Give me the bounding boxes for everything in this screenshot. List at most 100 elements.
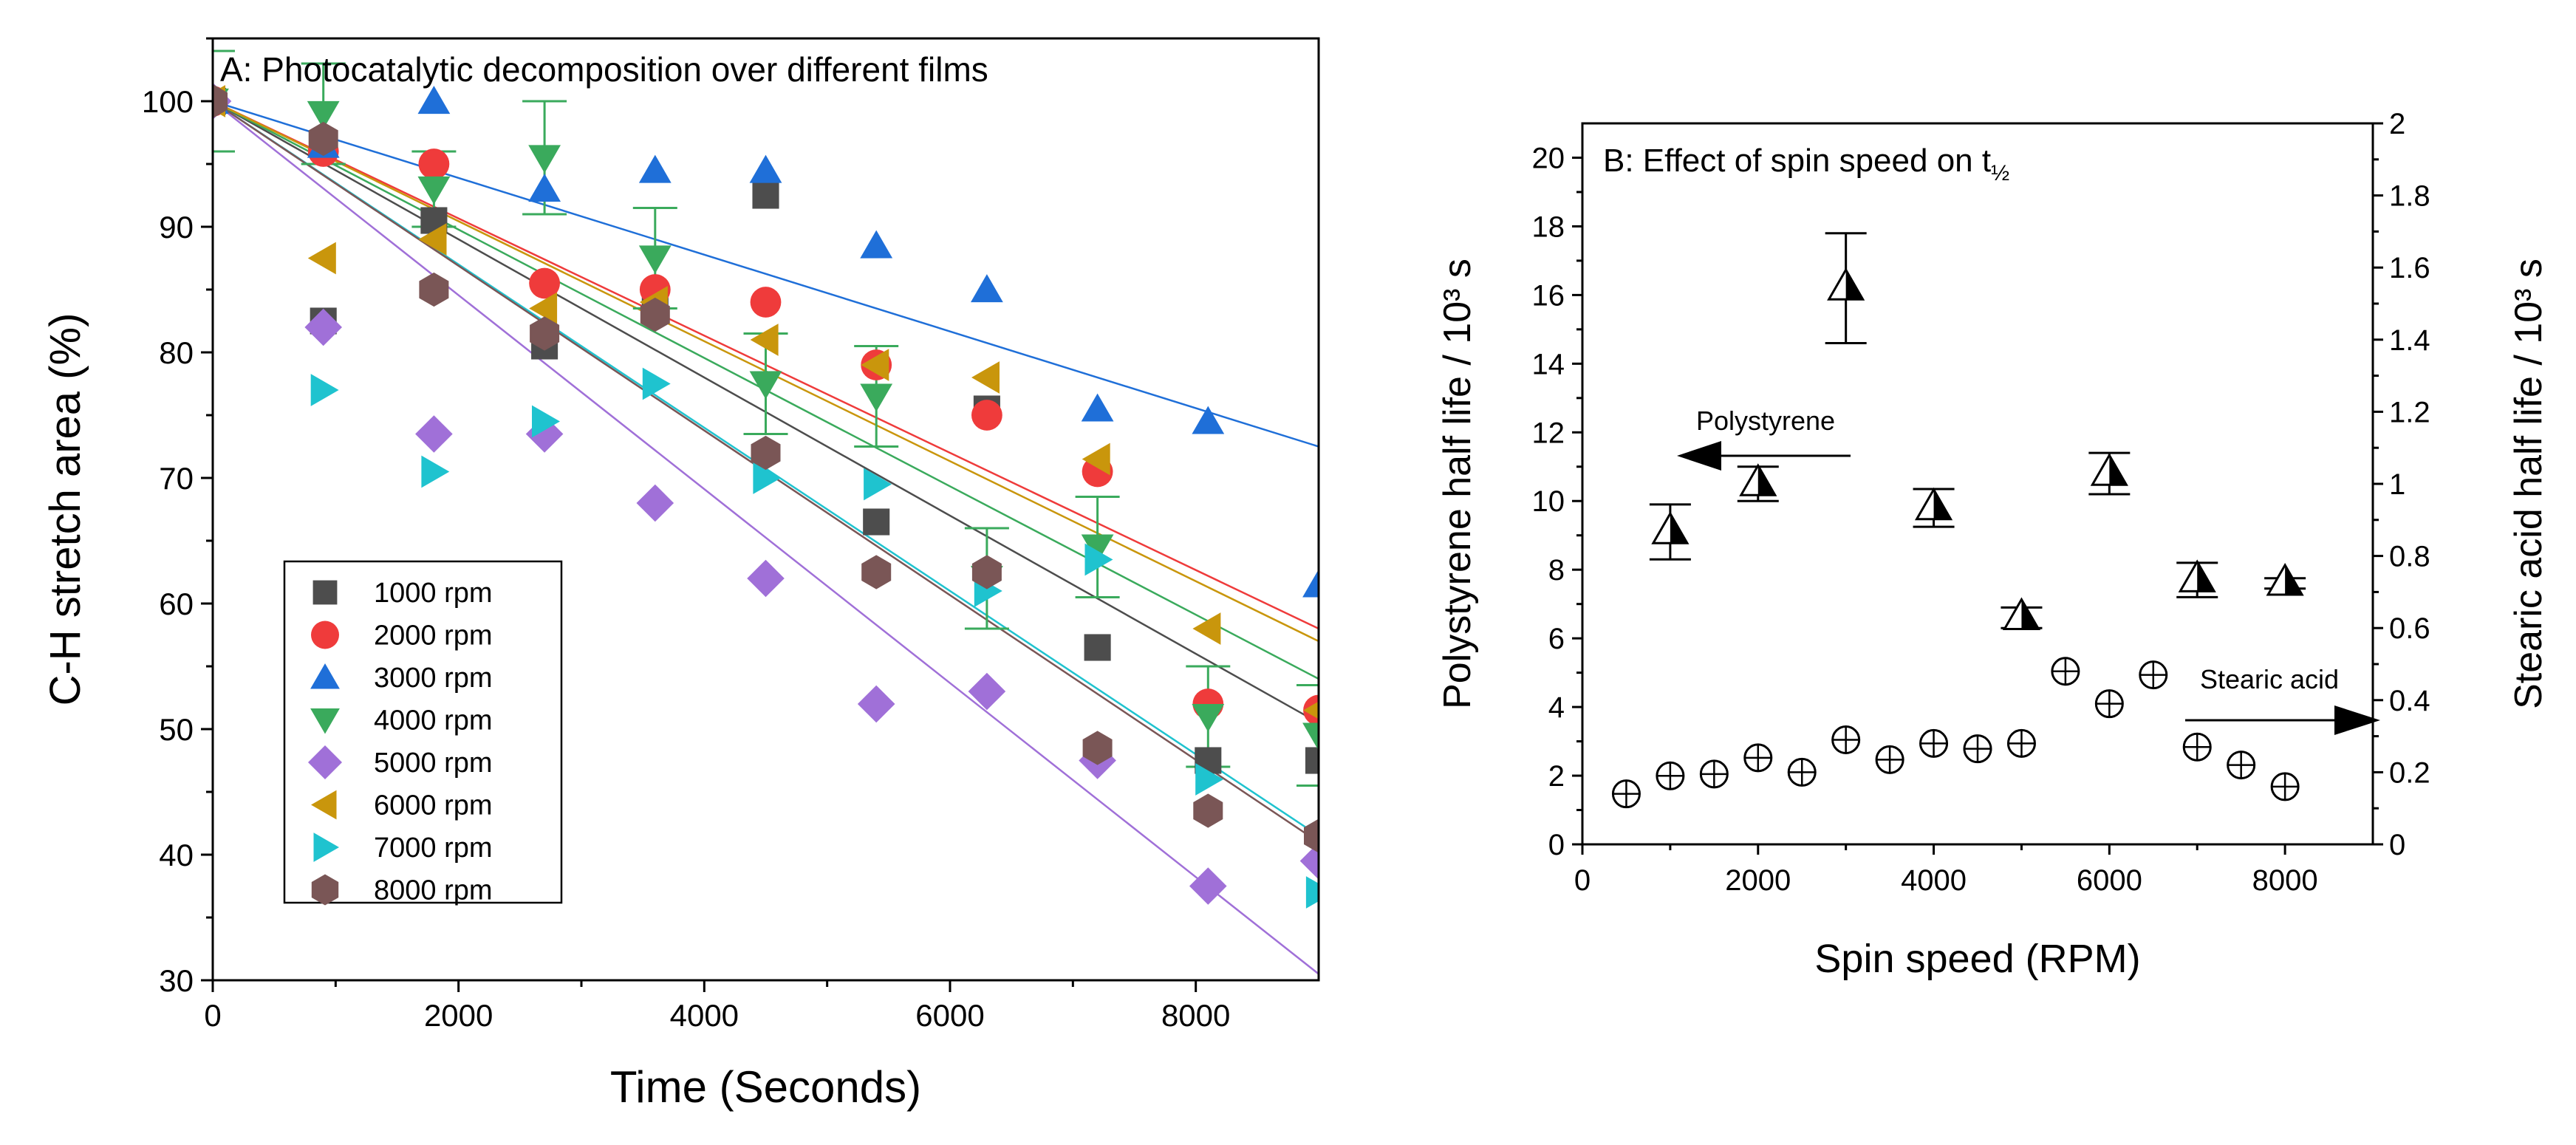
arrow-stearic-acid-head xyxy=(2334,705,2380,735)
data-point-6000-rpm xyxy=(418,223,447,256)
data-point-2000-rpm xyxy=(529,267,560,299)
legend-marker xyxy=(310,663,340,689)
plot-a-area xyxy=(213,49,1319,975)
y-left-tick-label: 16 xyxy=(1532,279,1565,312)
fit-line-3000-rpm xyxy=(213,100,1319,448)
x-tick-label: 0 xyxy=(1574,864,1591,897)
x-axis-title: Time (Seconds) xyxy=(610,1062,921,1112)
legend-marker xyxy=(311,874,339,906)
data-point-3000-rpm xyxy=(638,154,672,183)
x-tick-label: 8000 xyxy=(1161,998,1230,1033)
x-tick-label: 6000 xyxy=(915,998,984,1033)
data-point-7000-rpm xyxy=(1305,876,1319,909)
data-point-1000-rpm xyxy=(752,182,779,209)
data-point-8000-rpm xyxy=(530,316,560,351)
data-point-6000-rpm xyxy=(750,324,779,356)
y-right-axis-title: Stearic acid half life / 10³ s xyxy=(2507,259,2550,709)
y-left-tick-label: 8 xyxy=(1548,554,1565,587)
data-point-8000-rpm xyxy=(1193,793,1223,828)
data-point-1000-rpm xyxy=(1305,747,1319,774)
data-point-4000-rpm xyxy=(307,100,340,129)
x-axis-title: Spin speed (RPM) xyxy=(1814,937,2140,981)
data-point-8000-rpm xyxy=(971,555,1002,589)
data-point-1000-rpm xyxy=(1084,634,1111,661)
data-point-5000-rpm xyxy=(1189,867,1227,905)
legend-label: 5000 rpm xyxy=(374,748,493,779)
data-point-polystyrene-fill xyxy=(2285,564,2303,595)
data-point-7000-rpm xyxy=(864,468,892,501)
chart-b-title: B: Effect of spin speed on t½ xyxy=(1603,143,2009,185)
y-left-tick-label: 18 xyxy=(1532,211,1565,243)
chart-b-title-subscript: ½ xyxy=(1991,161,2009,185)
data-point-4000-rpm xyxy=(749,371,782,400)
y-tick-label: 80 xyxy=(159,335,194,370)
data-point-7000-rpm xyxy=(753,462,782,494)
data-point-5000-rpm xyxy=(415,415,453,453)
data-point-polystyrene-fill xyxy=(2021,599,2039,629)
data-point-polystyrene-fill xyxy=(1845,270,1863,300)
y-left-tick-label: 4 xyxy=(1548,691,1565,724)
y-tick-label: 30 xyxy=(159,963,194,998)
y-right-tick-label: 1.4 xyxy=(2389,324,2430,357)
legend-label: 8000 rpm xyxy=(374,875,493,906)
data-point-6000-rpm xyxy=(529,292,558,325)
data-point-2000-rpm xyxy=(418,148,450,180)
x-tick-label: 0 xyxy=(204,998,221,1033)
data-point-6000-rpm xyxy=(861,349,889,381)
data-point-5000-rpm xyxy=(304,308,342,346)
y-left-tick-label: 2 xyxy=(1548,760,1565,793)
y-tick-label: 50 xyxy=(159,712,194,747)
y-left-tick-label: 0 xyxy=(1548,829,1565,861)
data-point-8000-rpm xyxy=(419,272,449,307)
data-point-7000-rpm xyxy=(421,455,450,488)
annotation-stearic-acid: Stearic acid xyxy=(2200,664,2339,694)
data-point-3000-rpm xyxy=(417,86,451,115)
legend-label: 6000 rpm xyxy=(374,790,493,821)
data-point-4000-rpm xyxy=(417,176,451,205)
data-point-3000-rpm xyxy=(860,230,893,259)
y-left-tick-label: 14 xyxy=(1532,348,1565,380)
data-point-8000-rpm xyxy=(308,121,338,157)
legend-marker xyxy=(312,580,338,605)
data-point-6000-rpm xyxy=(971,361,1000,394)
legend-marker xyxy=(313,833,339,862)
panel-b-chart: 0 2000 4000 6000 80000246810121416182000.20.… xyxy=(1436,108,2550,981)
data-point-4000-rpm xyxy=(1192,704,1225,732)
chart-b-title-main: B: Effect of spin speed on t xyxy=(1603,143,1991,179)
y-tick-label: 90 xyxy=(159,210,194,245)
y-right-tick-label: 0.6 xyxy=(2389,612,2430,645)
y-left-axis-title: Polystyrene half life / 10³ s xyxy=(1436,259,1479,709)
data-point-8000-rpm xyxy=(1304,818,1319,853)
y-tick-label: 70 xyxy=(159,461,194,496)
y-right-tick-label: 2 xyxy=(2389,108,2405,140)
y-right-tick-label: 1.8 xyxy=(2389,180,2430,213)
legend-label: 3000 rpm xyxy=(374,663,493,694)
data-point-polystyrene-fill xyxy=(1757,465,1775,496)
data-point-7000-rpm xyxy=(642,367,671,400)
data-point-2000-rpm xyxy=(750,287,782,318)
data-point-3000-rpm xyxy=(1192,406,1225,434)
chart-a-title: A: Photocatalytic decomposition over dif… xyxy=(220,50,988,89)
legend-label: 1000 rpm xyxy=(374,578,493,609)
x-tick-label: 6000 xyxy=(2077,864,2142,897)
y-right-tick-label: 1.2 xyxy=(2389,396,2430,428)
data-point-7000-rpm xyxy=(1084,543,1113,576)
arrow-polystyrene-head xyxy=(1677,441,1721,471)
data-point-8000-rpm xyxy=(751,435,781,471)
data-point-4000-rpm xyxy=(638,245,672,274)
y-left-tick-label: 12 xyxy=(1532,417,1565,449)
x-tick-label: 8000 xyxy=(2252,864,2318,897)
data-point-6000-rpm xyxy=(1082,442,1110,476)
y-left-tick-label: 20 xyxy=(1532,142,1565,174)
plot-a-frame xyxy=(211,37,1320,982)
legend-label: 2000 rpm xyxy=(374,621,493,652)
data-point-1000-rpm xyxy=(863,508,890,536)
legend-marker xyxy=(311,621,339,649)
y-tick-label: 60 xyxy=(159,587,194,621)
data-point-3000-rpm xyxy=(749,154,782,183)
data-point-4000-rpm xyxy=(860,383,893,412)
data-point-5000-rpm xyxy=(857,685,895,723)
x-tick-label: 4000 xyxy=(1901,864,1967,897)
y-right-tick-label: 1 xyxy=(2389,468,2405,501)
data-point-3000-rpm xyxy=(971,274,1003,303)
